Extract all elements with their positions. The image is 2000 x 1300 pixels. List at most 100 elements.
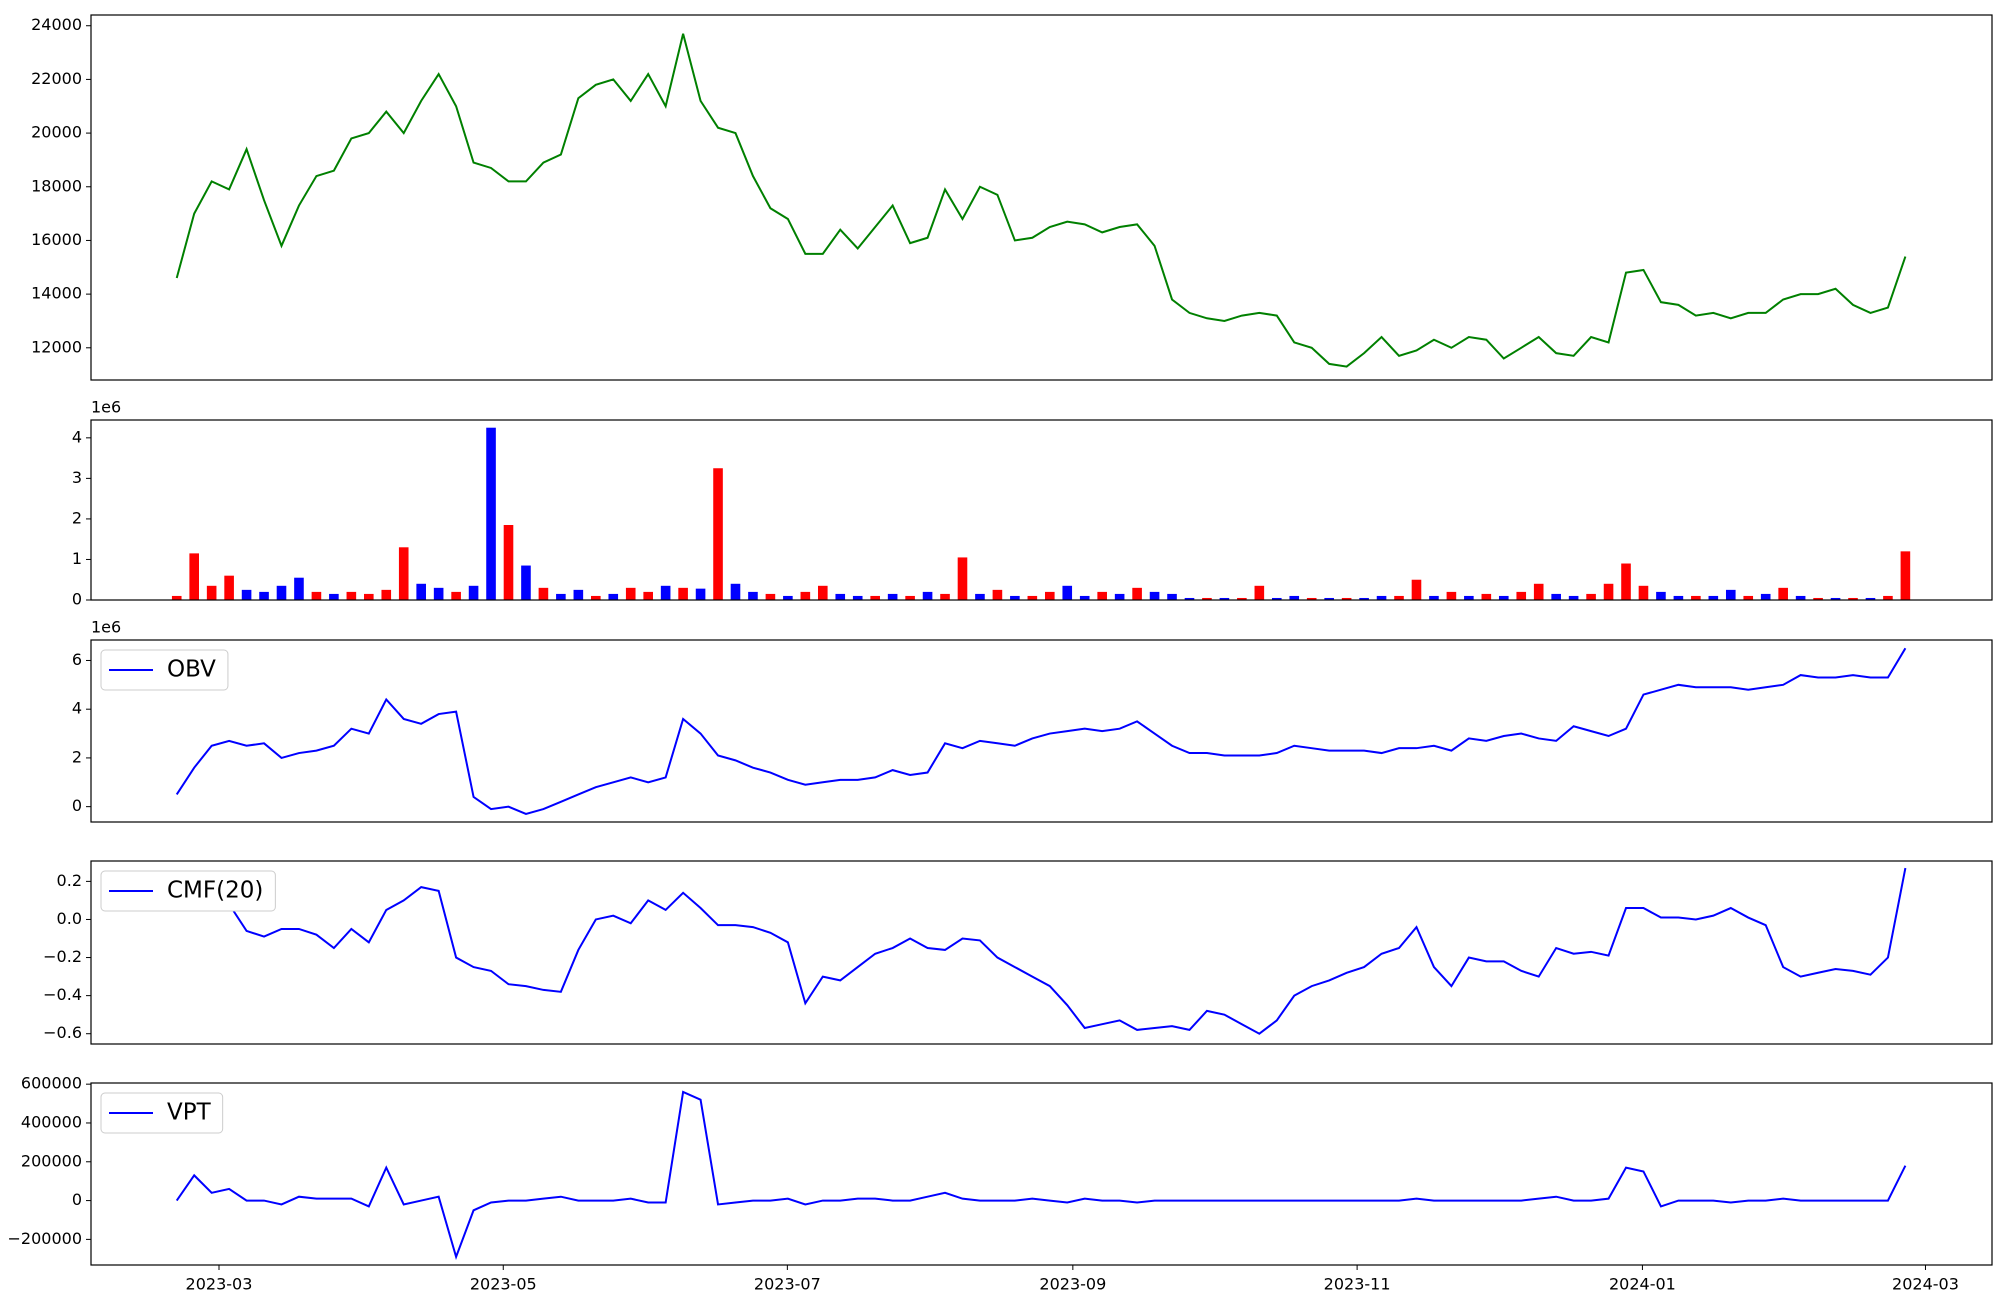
y-tick-label: 16000 — [31, 230, 82, 249]
bar — [1498, 595, 1509, 600]
bar — [713, 468, 723, 600]
bar — [1830, 597, 1841, 600]
bar — [1900, 551, 1911, 600]
bar — [591, 595, 601, 600]
y-tick-label: 12000 — [31, 337, 82, 356]
bar — [835, 593, 846, 600]
y-tick-label: −0.2 — [43, 947, 82, 966]
bar — [1184, 597, 1195, 600]
bar — [276, 585, 287, 600]
bar — [1743, 595, 1754, 600]
y-tick-label: 600000 — [21, 1074, 82, 1093]
panel: −200000 0 200000 400000 600000 2023-03 2023-05… — [8, 1074, 1993, 1294]
y-tick-label: 6 — [72, 650, 82, 669]
bar — [1760, 593, 1771, 600]
x-tick-label: 2023-11 — [1324, 1275, 1391, 1294]
y-tick-label: 2 — [72, 508, 82, 527]
axes-frame — [90, 419, 1993, 601]
y-tick-label: 0.2 — [57, 871, 82, 890]
bar — [852, 595, 863, 600]
axes-frame — [90, 14, 1993, 381]
offset-text: 1e6 — [91, 618, 121, 637]
bar — [1271, 597, 1282, 600]
bar — [1254, 585, 1265, 600]
panel: −0.6 −0.4 −0.2 0.0 0.2 CMF(20) — [43, 860, 1993, 1045]
panel: 0 1 2 3 4 1e6 — [72, 398, 1993, 609]
line — [175, 33, 1907, 368]
bar — [608, 593, 619, 600]
bar — [1306, 597, 1317, 600]
bar — [259, 591, 269, 600]
bar — [1097, 591, 1107, 600]
bar — [730, 583, 741, 600]
bar — [503, 525, 514, 600]
bar — [573, 589, 584, 600]
bar — [905, 595, 915, 600]
x-tick-label: 2024-01 — [1609, 1275, 1676, 1294]
legend: CMF(20) — [100, 870, 276, 912]
bar — [1778, 587, 1788, 600]
bar — [1079, 595, 1090, 600]
bar — [660, 585, 671, 600]
bar — [1621, 563, 1631, 600]
y-tick-label: −0.4 — [43, 985, 82, 1004]
bar — [678, 587, 688, 600]
bar — [1324, 597, 1334, 600]
bar — [1848, 597, 1858, 600]
bar — [1551, 593, 1561, 600]
y-tick-label: 24000 — [31, 15, 82, 34]
bar — [1062, 585, 1073, 600]
bar — [625, 587, 636, 600]
bar — [1586, 593, 1596, 600]
bar — [433, 587, 444, 600]
bar — [1411, 579, 1422, 600]
y-tick-label: 0 — [72, 796, 82, 815]
x-tick-label: 2024-03 — [1892, 1275, 1959, 1294]
bar — [817, 585, 828, 600]
bar — [887, 593, 898, 600]
bar — [957, 557, 968, 600]
bar — [1149, 591, 1160, 600]
line — [175, 647, 1907, 816]
bar — [241, 589, 252, 600]
y-tick-label: 20000 — [31, 123, 82, 142]
bar — [381, 589, 392, 600]
bar — [1237, 597, 1247, 600]
y-tick-label: −0.6 — [43, 1023, 82, 1042]
bar — [1708, 595, 1719, 600]
bar — [364, 593, 374, 600]
bar — [398, 547, 409, 600]
bar — [643, 591, 653, 600]
line — [176, 867, 1907, 1035]
bar — [1481, 593, 1492, 600]
bar — [1603, 583, 1614, 600]
y-tick-label: 1 — [72, 549, 82, 568]
bar — [171, 595, 182, 600]
offset-text: 1e6 — [91, 398, 121, 417]
bar — [1464, 595, 1474, 600]
line — [175, 1090, 1907, 1261]
y-tick-label: 0 — [72, 1190, 82, 1209]
y-tick-label: 22000 — [31, 69, 82, 88]
bar — [1795, 595, 1806, 600]
bar — [1813, 597, 1823, 600]
y-tick-label: 4 — [72, 427, 82, 446]
bar — [1132, 587, 1142, 600]
bar — [521, 565, 531, 600]
y-tick-label: 14000 — [31, 284, 82, 303]
bar — [1883, 595, 1893, 600]
x-tick-label: 2023-09 — [1039, 1275, 1106, 1294]
bar — [940, 593, 950, 600]
y-tick-label: 200000 — [21, 1151, 82, 1170]
bar — [206, 585, 217, 600]
bar — [748, 591, 758, 600]
axes-frame — [90, 860, 1993, 1045]
bar — [1656, 591, 1666, 600]
bar — [1865, 597, 1876, 600]
y-tick-label: 2 — [72, 747, 82, 766]
y-tick-label: 400000 — [21, 1112, 82, 1131]
bar — [1638, 585, 1649, 600]
bar — [1167, 593, 1177, 600]
bar — [1202, 597, 1212, 600]
